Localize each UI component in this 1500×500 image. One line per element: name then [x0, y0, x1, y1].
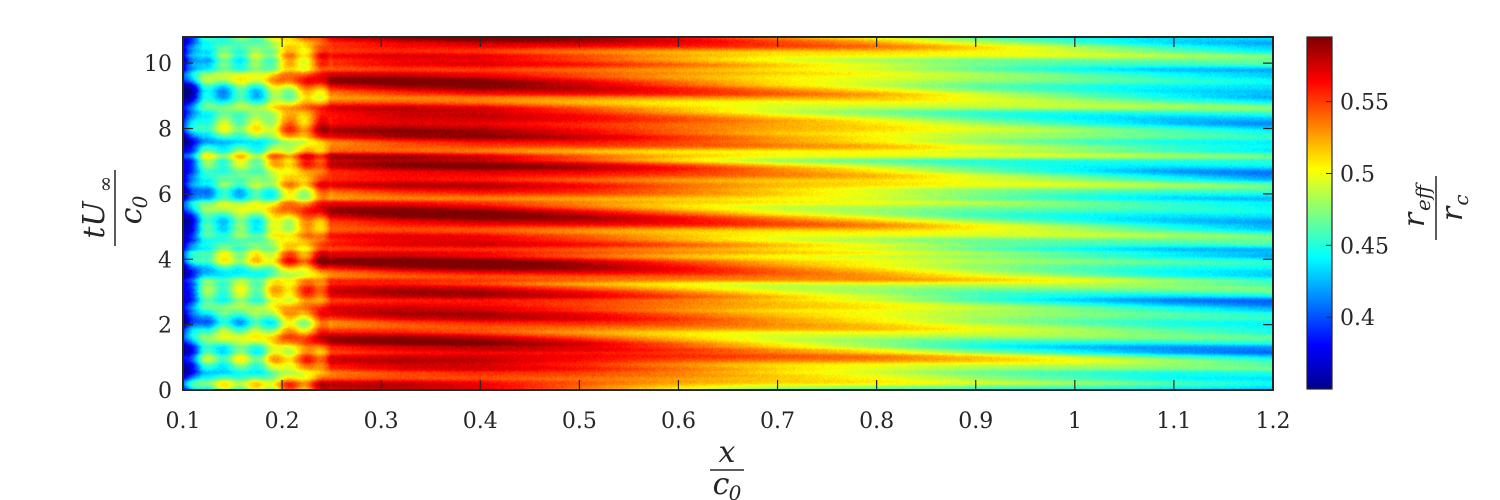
y-tick-label: 10: [144, 52, 172, 77]
x-tick-label: 0.2: [265, 409, 300, 434]
y-tick-label: 2: [158, 314, 172, 339]
x-tick-label: 0.4: [463, 409, 498, 434]
y-tick-label: 6: [158, 183, 172, 208]
x-axis-label: x c 0: [710, 435, 744, 500]
heatmap-image: [183, 37, 1273, 390]
x-tick-label: 1.2: [1256, 409, 1291, 434]
cb-label-num: r: [1397, 211, 1432, 227]
x-tick-label: 0.9: [958, 409, 993, 434]
y-label-num: tU: [77, 200, 112, 239]
x-tick-label: 0.1: [166, 409, 201, 434]
plot-frame: [182, 36, 1274, 391]
colorbar-tick-label: 0.55: [1340, 91, 1389, 116]
y-axis-label: tU ∞ c 0: [77, 170, 152, 246]
x-tick-label: 1: [1068, 409, 1082, 434]
x-label-den: c: [713, 467, 730, 500]
y-tick-label: 4: [158, 248, 172, 273]
y-tick-label: 0: [158, 379, 172, 404]
x-tick-label: 0.5: [562, 409, 597, 434]
x-tick-label: 1.1: [1156, 409, 1191, 434]
colorbar: 0.4 0.45 0.5 0.55: [1306, 36, 1389, 390]
y-label-den: c: [114, 207, 149, 224]
x-label-num: x: [719, 435, 736, 470]
colorbar-frame: [1306, 36, 1333, 390]
x-axis: 0.1 0.2 0.3 0.4 0.5 0.6 0.7 0.8 0.9 1 1.1 1.2: [166, 37, 1291, 434]
y-label-num-sub: ∞: [93, 176, 117, 193]
y-label-den-sub: 0: [128, 195, 152, 208]
cb-label-den-sub: c: [1449, 194, 1473, 205]
colorbar-tick-label: 0.4: [1340, 306, 1375, 331]
colorbar-tick-label: 0.5: [1340, 162, 1375, 187]
cb-label-den: r: [1435, 205, 1470, 221]
x-tick-label: 0.8: [859, 409, 894, 434]
colorbar-gradient: [1307, 37, 1332, 389]
colorbar-label: r eff r c: [1397, 176, 1473, 240]
y-axis: 0 2 4 6 8 10: [144, 52, 1273, 404]
cb-label-num-sub: eff: [1411, 181, 1435, 211]
colorbar-tick-label: 0.45: [1340, 234, 1389, 259]
x-tick-label: 0.7: [760, 409, 795, 434]
plot-area: [182, 36, 1274, 391]
colorbar-ticks: 0.4 0.45 0.5 0.55: [1326, 91, 1389, 331]
x-label-den-sub: 0: [729, 481, 742, 500]
x-tick-label: 0.3: [364, 409, 399, 434]
y-tick-label: 8: [158, 118, 172, 143]
x-tick-label: 0.6: [661, 409, 696, 434]
